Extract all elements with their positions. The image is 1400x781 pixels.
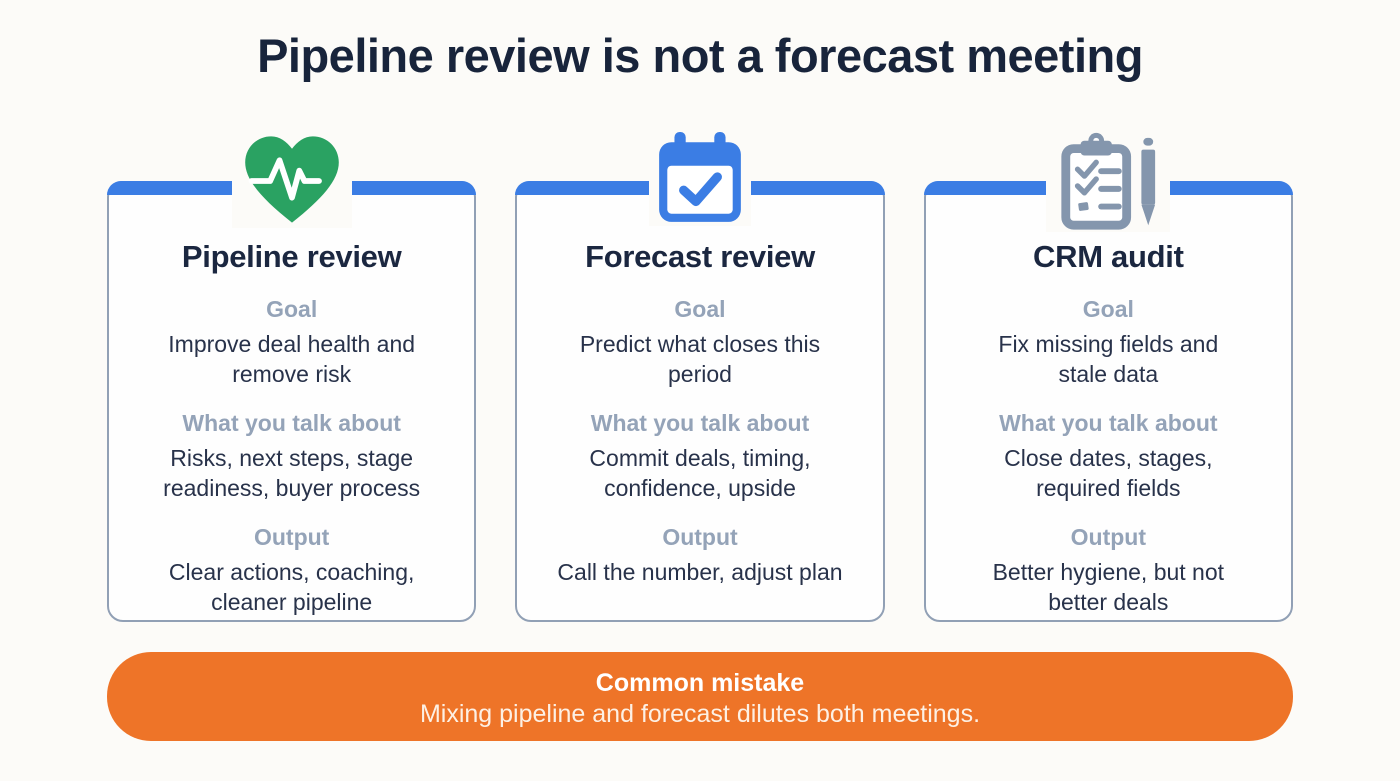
section-output: Output Better hygiene, but not better de… <box>926 524 1291 617</box>
card-crm-audit: CRM audit Goal Fix missing fields and st… <box>923 132 1293 622</box>
section-text: Risks, next steps, stage readiness, buye… <box>163 445 421 501</box>
clipboard-checklist-pencil-icon <box>1046 132 1171 232</box>
section-text: Improve deal health and remove risk <box>168 331 416 387</box>
section-label: What you talk about <box>590 410 810 436</box>
section-label: Output <box>253 524 330 550</box>
card-title: Forecast review <box>585 239 815 274</box>
section-label: Output <box>1070 524 1146 550</box>
section-output: Output Clear actions, coaching, cleaner … <box>109 524 474 617</box>
comparison-cards-row: Pipeline review Goal Improve deal health… <box>107 132 1293 622</box>
section-text: Call the number, adjust plan <box>557 559 843 585</box>
banner-title: Common mistake <box>595 669 805 697</box>
section-label: What you talk about <box>999 410 1218 436</box>
section-goal: Goal Improve deal health and remove risk <box>109 296 474 389</box>
card-pipeline-review: Pipeline review Goal Improve deal health… <box>107 132 477 622</box>
card-title: CRM audit <box>1033 239 1184 274</box>
section-label: Goal <box>1082 296 1134 322</box>
section-label: Goal <box>266 296 318 322</box>
page-title: Pipeline review is not a forecast meetin… <box>257 29 1143 82</box>
section-text: Commit deals, timing, confidence, upside <box>589 445 811 501</box>
section-talk-about: What you talk about Risks, next steps, s… <box>109 410 474 503</box>
common-mistake-banner: Common mistake Mixing pipeline and forec… <box>107 652 1293 741</box>
banner-text: Mixing pipeline and forecast dilutes bot… <box>419 700 981 728</box>
section-goal: Goal Fix missing fields and stale data <box>926 296 1291 389</box>
section-text: Fix missing fields and stale data <box>998 331 1219 387</box>
section-label: Goal <box>674 296 726 322</box>
section-talk-about: What you talk about Commit deals, timing… <box>517 410 882 503</box>
section-text: Predict what closes this period <box>579 331 821 387</box>
section-goal: Goal Predict what closes this period <box>517 296 882 389</box>
section-output: Output Call the number, adjust plan <box>517 524 882 587</box>
section-talk-about: What you talk about Close dates, stages,… <box>926 410 1291 503</box>
card-forecast-review: Forecast review Goal Predict what closes… <box>515 132 885 622</box>
section-text: Close dates, stages, required fields <box>1004 445 1213 501</box>
section-text: Clear actions, coaching, cleaner pipelin… <box>168 559 415 615</box>
section-text: Better hygiene, but not better deals <box>992 559 1225 615</box>
section-label: What you talk about <box>182 410 401 436</box>
section-label: Output <box>662 524 738 550</box>
heartbeat-heart-icon <box>231 132 352 228</box>
calendar-check-icon <box>648 132 751 226</box>
card-title: Pipeline review <box>181 239 402 274</box>
